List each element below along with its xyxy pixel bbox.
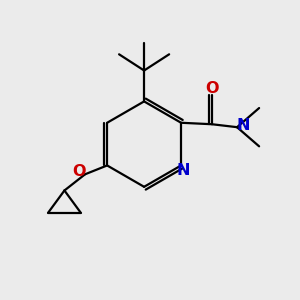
- Text: N: N: [236, 118, 250, 133]
- Text: O: O: [72, 164, 85, 179]
- Text: O: O: [205, 81, 219, 96]
- Text: N: N: [177, 163, 190, 178]
